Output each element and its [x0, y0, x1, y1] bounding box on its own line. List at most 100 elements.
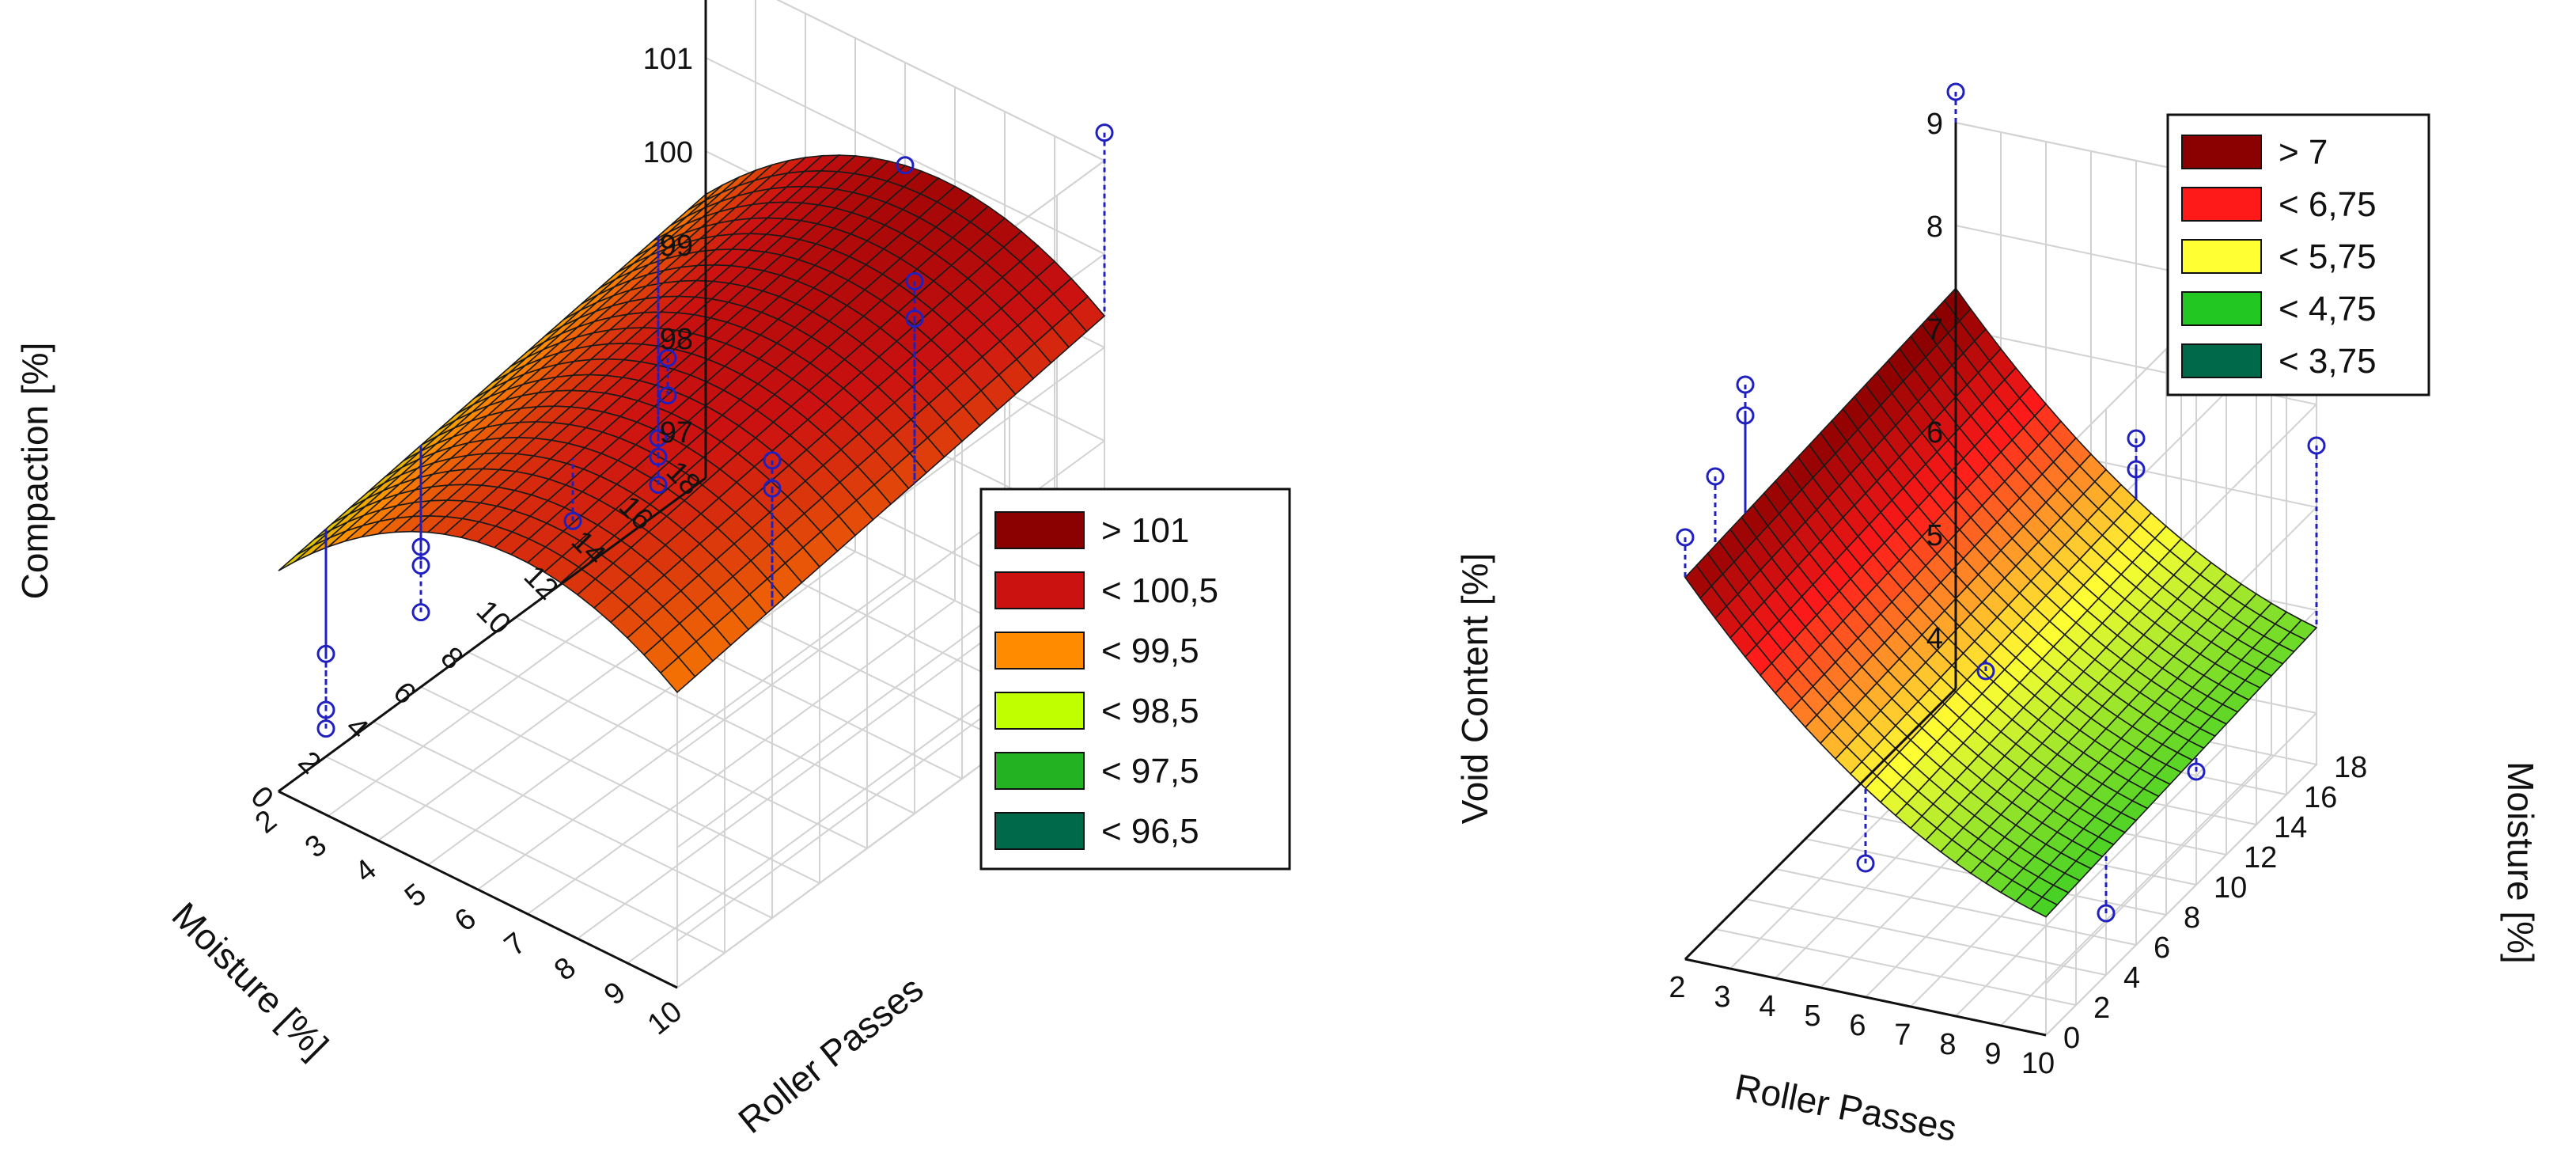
x-tick-label: 9 [598, 976, 632, 1012]
grid-line [468, 651, 868, 849]
x-tick-label: 10 [642, 995, 688, 1041]
legend-label: < 6,75 [2279, 185, 2377, 224]
legend-label: < 98,5 [1101, 692, 1199, 730]
legend-swatch [2181, 239, 2262, 274]
grid-line [477, 575, 906, 890]
legend-label: > 101 [1101, 511, 1189, 550]
x-tick-label: 6 [1849, 1009, 1866, 1042]
grid-line [705, 57, 1105, 255]
grid-line [325, 756, 725, 954]
legend-label: < 96,5 [1101, 812, 1199, 851]
legend-swatch [994, 632, 1085, 670]
data-point [658, 348, 677, 367]
z-tick-label: 98 [660, 323, 693, 356]
grid-line [2045, 764, 2317, 1036]
response-surface [1684, 287, 2318, 918]
data-point [763, 451, 782, 470]
axes [278, 0, 707, 989]
y-tick-label: 10 [2214, 871, 2247, 905]
data-point [1946, 82, 1965, 101]
x-tick-label: 8 [548, 951, 582, 988]
data-point [2127, 460, 2146, 479]
data-point [2097, 904, 2116, 923]
y-tick-label: 18 [2334, 751, 2367, 784]
grid-line [527, 600, 956, 915]
x-tick-label: 9 [1984, 1038, 2001, 1071]
y-tick-label: 12 [2244, 841, 2277, 874]
y-axis-title: Moisture [%] [2500, 761, 2541, 964]
y-axis-title: Moisture [%] [165, 894, 337, 1067]
legend-label: < 99,5 [1101, 632, 1199, 670]
grid-line [1775, 868, 2137, 946]
grid-line [515, 616, 915, 814]
grid-line [577, 624, 1006, 939]
grid-line [776, 0, 1105, 161]
legend-label: > 7 [2279, 133, 2328, 172]
x-tick-label: 8 [1939, 1028, 1956, 1061]
grid-line [1955, 745, 2227, 1017]
legend-label: < 97,5 [1101, 752, 1199, 791]
y-axis-line [1684, 687, 1957, 961]
x-axis-title: Roller Passes [1732, 1066, 1960, 1149]
data-point [1676, 528, 1695, 547]
z-axis-title: Compaction [%] [14, 343, 55, 600]
grid-line [1744, 898, 2107, 976]
legend-swatch [994, 692, 1085, 730]
y-tick-label: 2 [2093, 992, 2110, 1025]
surface-cell [278, 545, 314, 571]
legend-label: < 100,5 [1101, 571, 1218, 610]
y-tick-label: 4 [2123, 962, 2140, 995]
legend-swatch [2181, 343, 2262, 378]
data-point [1856, 854, 1875, 873]
x-tick-label: 7 [1894, 1019, 1911, 1052]
x-tick-label: 3 [1714, 981, 1730, 1014]
x-tick-label: 2 [1669, 971, 1685, 1004]
data-point [316, 719, 335, 738]
data-point [1736, 375, 1755, 394]
grid-line [373, 721, 773, 919]
z-tick-label: 5 [1926, 519, 1943, 552]
legend-swatch [994, 812, 1085, 850]
x-axis-title: Roller Passes [730, 968, 930, 1141]
z-tick-label: 100 [643, 136, 693, 169]
legend-swatch [994, 752, 1085, 790]
grid-line [420, 686, 820, 884]
surface-cell [659, 656, 696, 693]
z-tick-label: 99 [660, 230, 693, 263]
x-tick-label: 5 [1804, 1000, 1820, 1033]
legend-swatch [2181, 291, 2262, 326]
legend-swatch [994, 571, 1085, 609]
data-point [2127, 429, 2146, 448]
legend-swatch [2181, 135, 2262, 169]
data-point [563, 511, 582, 530]
y-tick-label: 16 [2304, 781, 2337, 814]
z-tick-label: 7 [1926, 313, 1943, 347]
observed-points [316, 123, 1114, 738]
axes [1684, 123, 2047, 1037]
z-tick-label: 4 [1926, 622, 1943, 655]
data-point [1976, 662, 1995, 681]
data-point [658, 386, 677, 405]
y-tick-label: 0 [2063, 1022, 2080, 1055]
x-axis-line [278, 790, 678, 989]
data-point [2307, 436, 2326, 455]
x-tick-label: 10 [2021, 1047, 2055, 1080]
x-tick-label: 4 [349, 853, 383, 890]
x-tick-label: 5 [399, 878, 433, 914]
z-tick-label: 8 [1926, 211, 1943, 244]
data-point [763, 479, 782, 498]
data-point [1706, 467, 1725, 486]
data-point [2187, 762, 2206, 781]
data-point [411, 603, 430, 622]
x-tick-label: 7 [498, 927, 532, 963]
z-axis-title: Void Content [%] [1454, 553, 1495, 825]
x-axis-line [1684, 958, 2047, 1037]
grid-line [2045, 712, 2317, 984]
z-tick-label: 9 [1926, 108, 1943, 141]
compaction-surface-chart: 2345678910024681012141618979899100101102… [14, 0, 1291, 1141]
data-point [896, 156, 915, 175]
legend-box [979, 487, 1291, 871]
z-tick-label: 6 [1926, 416, 1943, 450]
data-point [649, 476, 668, 495]
